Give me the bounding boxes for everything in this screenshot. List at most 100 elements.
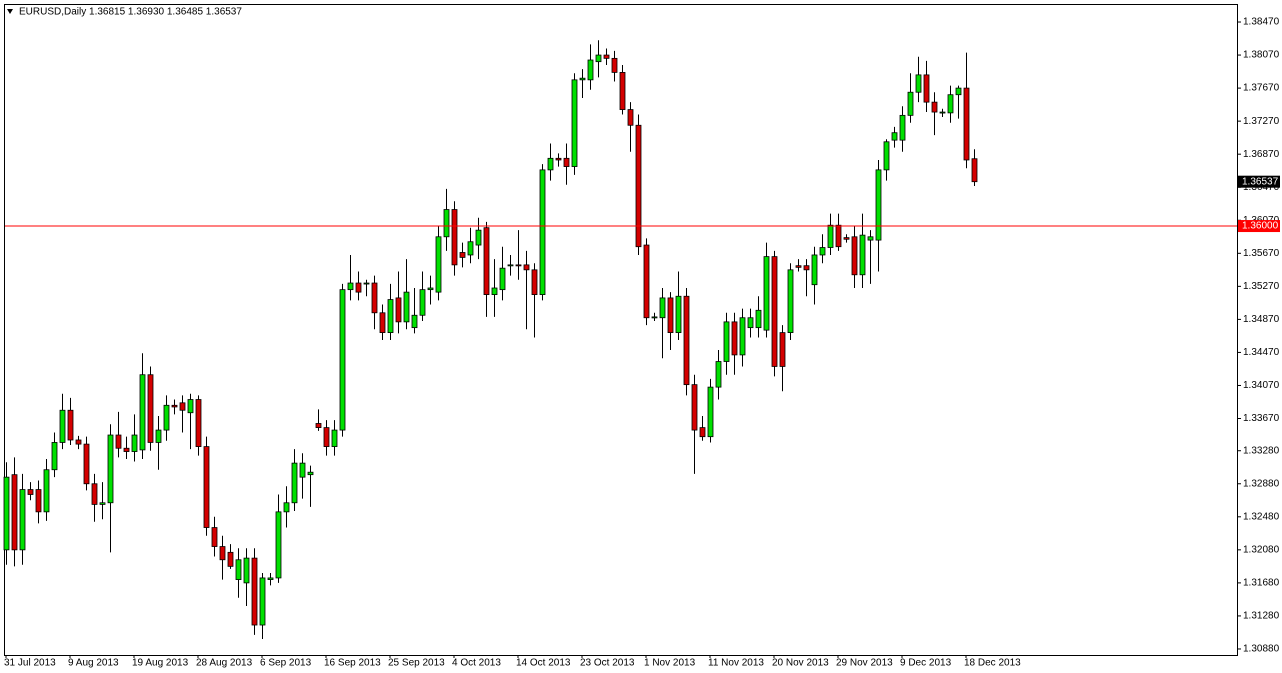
candle-body xyxy=(427,287,434,291)
candle-body xyxy=(171,404,178,408)
candle-body xyxy=(731,321,738,356)
candle-body xyxy=(99,502,106,505)
candle-body xyxy=(483,227,490,296)
candle-body xyxy=(211,527,218,547)
candle-body xyxy=(371,282,378,314)
candle-body xyxy=(387,299,394,334)
candle-body xyxy=(787,269,794,334)
x-tick-label: 29 Nov 2013 xyxy=(836,658,893,669)
y-tick-label: 1.32880 xyxy=(1243,478,1280,489)
candle-body xyxy=(251,557,258,626)
menu-arrow xyxy=(7,9,13,14)
candle-body xyxy=(747,317,754,329)
candle-body xyxy=(3,476,10,551)
candle-body xyxy=(755,309,762,329)
x-tick-label: 9 Aug 2013 xyxy=(68,658,119,669)
y-tick-label: 1.35270 xyxy=(1243,281,1280,292)
candle-body xyxy=(667,297,674,334)
x-tick-label: 31 Jul 2013 xyxy=(4,658,56,669)
candle-body xyxy=(283,502,290,513)
candle-body xyxy=(803,265,810,271)
candle-body xyxy=(443,209,450,238)
candle-body xyxy=(651,316,658,319)
candle-body xyxy=(523,264,530,271)
candle-body xyxy=(715,361,722,388)
candle-body xyxy=(579,77,586,81)
candle-body xyxy=(275,511,282,579)
candle-body xyxy=(435,236,442,293)
candle-body xyxy=(123,447,130,452)
candle-body xyxy=(475,229,482,246)
candle-body xyxy=(963,87,970,161)
candle-body xyxy=(835,224,842,248)
y-tick-label: 1.37270 xyxy=(1243,116,1280,127)
candle-body xyxy=(563,157,570,167)
candle-body xyxy=(627,109,634,126)
candle-body xyxy=(779,332,786,367)
candle-body xyxy=(507,264,514,267)
candle-body xyxy=(859,234,866,276)
candle-body xyxy=(467,241,474,256)
x-tick-label: 19 Aug 2013 xyxy=(132,658,189,669)
candle-body xyxy=(235,559,242,580)
candle-body xyxy=(259,577,266,626)
candle-body xyxy=(323,427,330,447)
candle-body xyxy=(51,442,58,471)
candle-body xyxy=(587,59,594,81)
candle-body xyxy=(83,443,90,485)
candle-body xyxy=(915,74,922,93)
candle-body xyxy=(547,157,554,171)
candle-body xyxy=(147,374,154,443)
y-tick-label: 1.32080 xyxy=(1243,544,1280,555)
candle-body xyxy=(763,256,770,331)
candle-body xyxy=(691,384,698,431)
candle-body xyxy=(27,489,34,495)
candle-body xyxy=(219,546,226,561)
level-label-box xyxy=(1238,220,1280,233)
y-tick-label: 1.34070 xyxy=(1243,380,1280,391)
candle-body xyxy=(315,423,322,428)
x-tick-label: 6 Sep 2013 xyxy=(260,658,312,669)
y-tick-label: 1.36870 xyxy=(1243,149,1280,160)
candle-body xyxy=(411,314,418,329)
candle-body xyxy=(891,132,898,141)
x-tick-label: 20 Nov 2013 xyxy=(772,658,829,669)
x-tick-label: 11 Nov 2013 xyxy=(708,658,764,669)
candle-body xyxy=(19,489,26,551)
candle-body xyxy=(555,157,562,161)
level-label: 1.36000 xyxy=(1242,221,1279,232)
candle-body xyxy=(931,101,938,113)
candle-body xyxy=(379,312,386,334)
candle-body xyxy=(603,54,610,59)
candle-body xyxy=(683,295,690,386)
candle-body xyxy=(499,267,506,291)
candle-body xyxy=(947,94,954,114)
y-tick-label: 1.33280 xyxy=(1243,445,1280,456)
candle-body xyxy=(867,236,874,241)
candle-body xyxy=(907,91,914,116)
candle-body xyxy=(619,72,626,110)
candle-body xyxy=(419,289,426,316)
y-tick-label: 1.33670 xyxy=(1243,413,1280,424)
candle-body xyxy=(971,158,978,183)
x-tick-label: 1 Nov 2013 xyxy=(644,658,696,669)
candle-body xyxy=(571,79,578,167)
y-tick-label: 1.35670 xyxy=(1243,248,1280,259)
y-tick-label: 1.34870 xyxy=(1243,314,1280,325)
candle-body xyxy=(155,429,162,443)
x-tick-label: 25 Sep 2013 xyxy=(388,658,445,669)
candle-body xyxy=(107,434,114,504)
candle-body xyxy=(243,557,250,584)
candle-body xyxy=(403,291,410,323)
candle-body xyxy=(115,434,122,449)
x-tick-label: 28 Aug 2013 xyxy=(196,658,253,669)
y-tick-label: 1.30880 xyxy=(1243,644,1280,655)
candle-body xyxy=(459,252,466,258)
candle-body xyxy=(91,483,98,505)
candle-body xyxy=(795,265,802,268)
candle-body xyxy=(291,462,298,504)
candle-body xyxy=(643,244,650,319)
price-label-box xyxy=(1238,175,1280,188)
candle-body xyxy=(883,141,890,171)
candle-body xyxy=(739,317,746,356)
